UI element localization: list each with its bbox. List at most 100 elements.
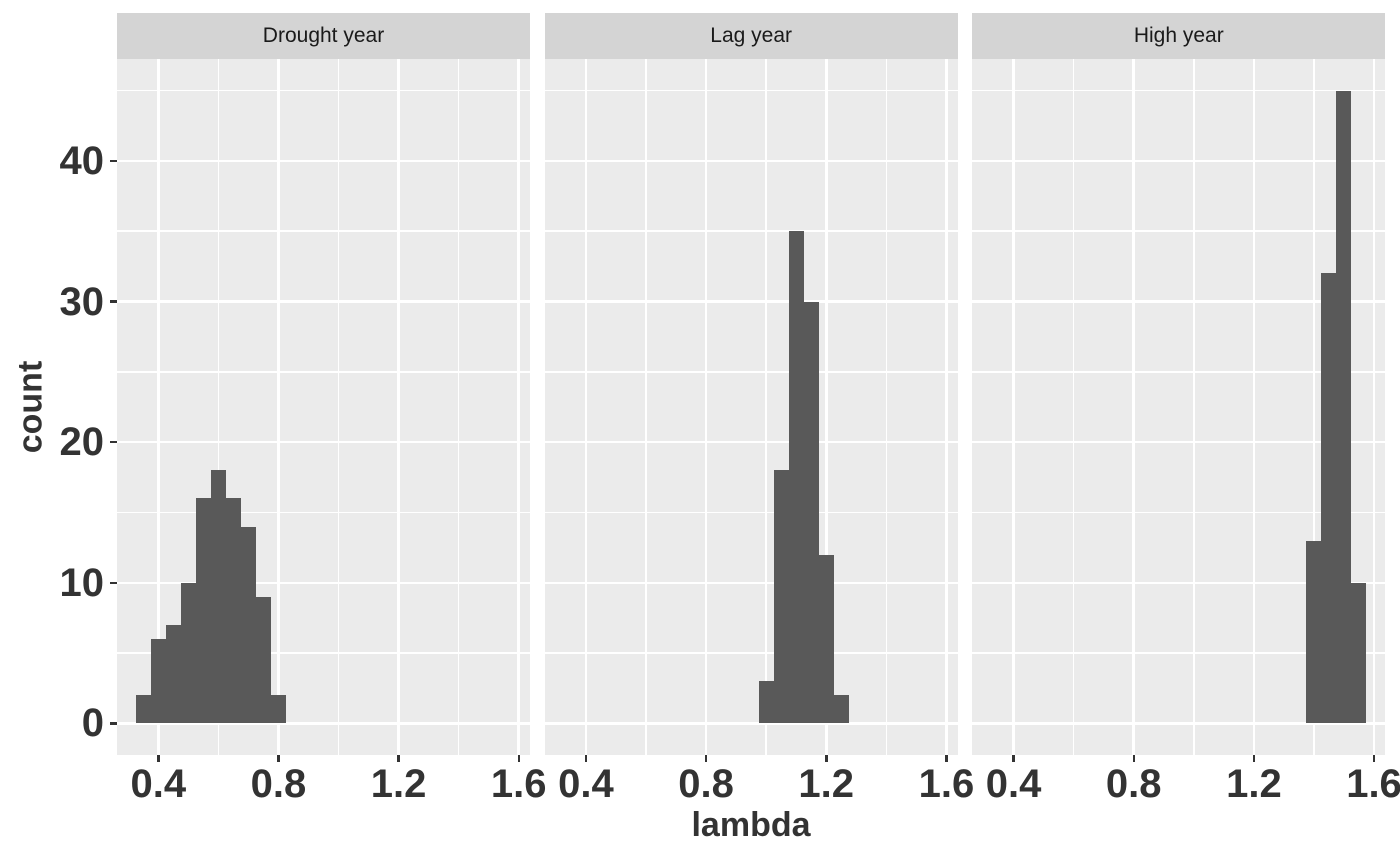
histogram-bar [758,681,774,724]
histogram-bar [833,695,849,724]
x-tick-label: 1.6 [1346,762,1400,806]
gridline-minor-y [544,230,958,232]
facet-strip-label: High year [1133,24,1224,47]
x-tick [825,755,828,762]
x-tick-label: 0.8 [1105,762,1162,806]
x-tick [1252,755,1256,762]
gridline-minor-x [645,59,647,755]
gridline-minor-y [117,89,530,92]
facet-panel-drought-year [117,59,530,755]
gridline-minor-y [117,230,530,232]
histogram-bar [803,301,819,724]
x-tick [1012,755,1015,762]
gridline-minor-x [1192,59,1195,755]
x-axis-title: lambda [691,806,811,844]
gridline-minor-y [972,89,1386,92]
gridline-major-y [972,581,1386,585]
x-tick-label: 0.4 [985,762,1042,806]
histogram-bar [1306,540,1322,724]
y-tick [110,440,117,444]
histogram-bar [135,695,151,724]
x-tick-label: 0.4 [558,762,614,806]
histogram-bar [788,231,804,724]
gridline-major-y [544,159,958,163]
histogram-bar [195,498,211,724]
gridline-minor-y [117,511,530,514]
y-tick [110,581,117,584]
histogram-bar [150,639,166,724]
gridline-minor-x [765,59,767,755]
gridline-major-y [972,722,1386,725]
facet-strip-high-year: High year [972,13,1386,59]
histogram-bar [210,470,226,724]
histogram-bar [818,554,834,724]
gridline-minor-x [217,59,220,755]
gridline-minor-y [544,89,958,92]
gridline-minor-x [457,59,460,755]
facet-panel-lag-year [544,59,958,755]
gridline-major-x [1372,59,1376,755]
histogram-bar [270,695,286,724]
x-tick [1372,755,1376,762]
gridline-major-x [157,59,160,755]
gridline-minor-x [337,59,340,755]
facet-strip-label: Drought year [262,24,385,47]
gridline-major-y [117,581,530,585]
gridline-major-y [972,440,1386,444]
facet-strip-drought-year: Drought year [117,13,530,59]
x-tick [704,755,708,762]
y-tick-label: 30 [59,279,105,324]
histogram-bar [225,498,241,724]
y-tick-label: 10 [59,560,105,605]
gridline-major-x [397,59,400,755]
gridline-major-y [544,581,958,585]
histogram-bar [773,470,789,724]
x-tick-label: 1.2 [370,762,427,806]
x-tick [517,755,520,762]
gridline-major-y [117,722,530,725]
x-tick-label: 1.2 [1226,762,1282,806]
facet-strip-lag-year: Lag year [544,13,958,59]
gridline-minor-x [885,59,888,755]
gridline-minor-y [117,371,530,373]
gridline-major-x [945,59,948,755]
gridline-major-y [972,300,1386,303]
histogram-bar [1351,582,1367,724]
x-tick-label: 1.6 [918,762,975,806]
gridline-major-y [544,300,958,303]
x-tick [584,755,588,762]
gridline-major-x [1132,59,1135,755]
histogram-bar [180,582,196,724]
gridline-major-x [704,59,708,755]
gridline-minor-y [544,371,958,373]
histogram-bar [255,596,271,724]
gridline-major-y [544,722,958,725]
gridline-major-y [972,159,1386,163]
gridline-major-y [117,300,530,303]
gridline-minor-x [1072,59,1075,755]
y-tick-label: 20 [59,420,105,465]
gridline-minor-y [544,511,958,514]
gridline-major-y [544,440,958,444]
x-tick-label: 0.4 [130,762,187,806]
gridline-major-x [1012,59,1015,755]
gridline-major-y [117,440,530,444]
gridline-minor-y [972,511,1386,514]
gridline-minor-x [1313,59,1315,755]
x-tick-label: 1.2 [798,762,854,806]
gridline-minor-y [972,371,1386,373]
gridline-minor-y [117,652,530,654]
x-tick [1132,755,1135,762]
gridline-major-x [824,59,828,755]
y-tick [110,722,117,725]
gridline-major-x [584,59,588,755]
histogram-bar [1336,90,1352,724]
gridline-major-y [117,159,530,163]
histogram-bar [1321,273,1337,724]
y-tick [110,300,117,303]
y-tick-label: 0 [81,701,104,746]
x-tick [945,755,948,762]
x-tick-label: 1.6 [490,762,547,806]
facet-panel-high-year [972,59,1386,755]
